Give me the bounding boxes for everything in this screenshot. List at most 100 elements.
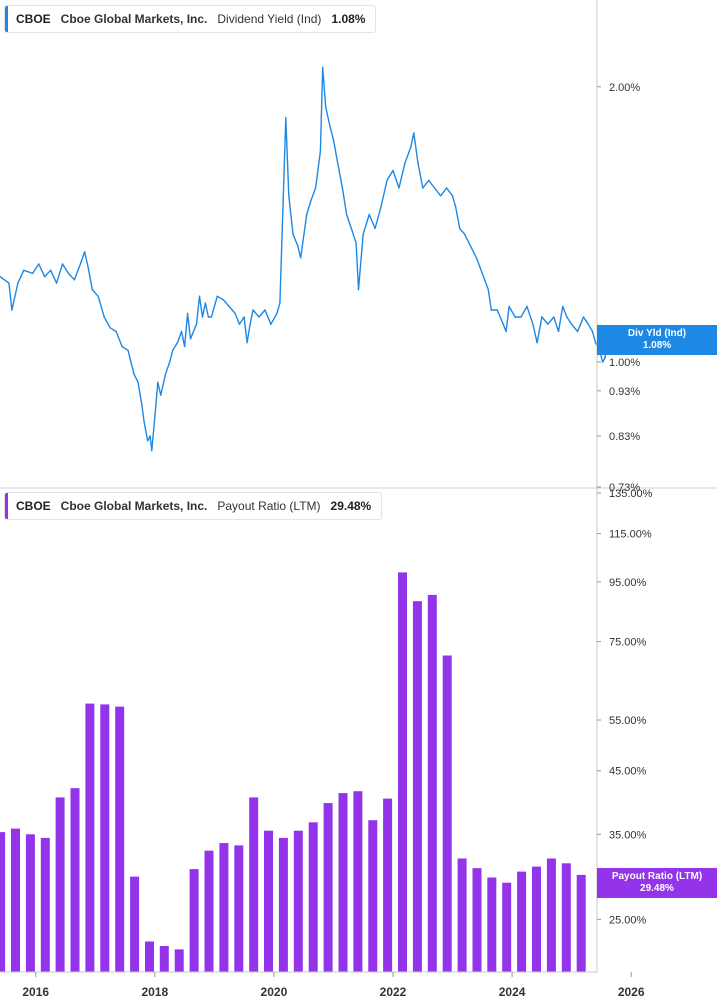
- dividend-yield-point: [404, 162, 406, 164]
- dividend-yield-point: [553, 316, 555, 318]
- dividend-yield-point: [87, 266, 89, 268]
- dividend-yield-point: [604, 357, 606, 359]
- dividend-yield-point: [83, 251, 86, 253]
- payout-value-tag: Payout Ratio (LTM) 29.48%: [597, 868, 717, 898]
- dividend-yield-point: [154, 416, 156, 419]
- payout-y-tick-label: 35.00%: [609, 829, 647, 841]
- x-tick-label: 2026: [618, 985, 645, 999]
- payout-y-tick-label: 95.00%: [609, 577, 647, 589]
- payout-ratio-bar: [517, 871, 527, 972]
- payout-ratio-bar: [561, 863, 571, 972]
- payout-legend[interactable]: CBOE Cboe Global Markets, Inc. Payout Ra…: [4, 492, 383, 520]
- dividend-yield-point: [557, 330, 560, 333]
- payout-ratio-bar: [398, 572, 407, 972]
- dividend-yield-point: [413, 132, 415, 134]
- dividend-yield-point: [570, 323, 573, 325]
- dividend-yield-point: [249, 323, 251, 325]
- payout-ratio-bar: [159, 946, 169, 972]
- payout-ratio-bar: [323, 803, 333, 972]
- dividend-yield-point: [541, 316, 543, 318]
- dividend-yield-point: [0, 275, 1, 278]
- dividend-yield-point: [198, 295, 201, 297]
- payout-ratio-bar: [427, 594, 437, 972]
- dividend-yield-point: [127, 349, 129, 351]
- dividend-yield-point: [458, 227, 461, 230]
- dividend-yield-point: [169, 361, 171, 363]
- dividend-yield-point: [417, 162, 419, 164]
- dividend-yield-point: [137, 381, 139, 384]
- dividend-yield-point: [32, 272, 34, 275]
- dividend-yield-point: [305, 213, 308, 216]
- payout-ratio-bar: [85, 703, 95, 972]
- yield-legend[interactable]: CBOE Cboe Global Markets, Inc. Dividend …: [4, 5, 377, 33]
- dividend-yield-point: [508, 305, 510, 308]
- dividend-yield-point: [310, 200, 312, 202]
- payout-ratio-bar: [457, 858, 467, 972]
- dividend-yield-point: [341, 187, 344, 189]
- payout-y-tick-label: 45.00%: [609, 766, 647, 778]
- payout-legend-company: Cboe Global Markets, Inc.: [60, 499, 208, 513]
- dividend-yield-point: [61, 263, 64, 265]
- payout-ratio-bar: [383, 798, 393, 972]
- dividend-yield-point: [562, 305, 564, 308]
- payout-ratio-bar: [576, 874, 586, 972]
- x-tick-label: 2018: [141, 985, 168, 999]
- dividend-yield-point: [300, 257, 302, 259]
- dividend-yield-point: [141, 403, 143, 405]
- dividend-yield-point: [319, 150, 322, 153]
- dividend-yield-point: [392, 169, 394, 172]
- payout-y-tick-label: 135.00%: [609, 488, 653, 500]
- yield-y-tick-label: 0.73%: [609, 482, 640, 494]
- dividend-yield-point: [591, 330, 594, 333]
- dividend-yield-point: [297, 245, 299, 247]
- dividend-yield-point: [601, 361, 604, 363]
- dividend-yield-point: [288, 195, 290, 197]
- dividend-yield-point: [380, 205, 382, 208]
- payout-y-tick-label: 75.00%: [609, 637, 647, 649]
- payout-ratio-bar: [412, 601, 422, 972]
- dividend-yield-point: [329, 127, 332, 130]
- dividend-yield-point: [454, 205, 457, 208]
- dividend-yield-point: [171, 349, 174, 351]
- dividend-yield-point: [133, 373, 135, 375]
- dividend-yield-point: [475, 257, 478, 259]
- dividend-yield-point: [386, 179, 388, 182]
- dividend-yield-line: [0, 66, 610, 452]
- dividend-yield-point: [238, 323, 241, 325]
- dividend-yield-point: [186, 312, 189, 315]
- dividend-yield-point: [258, 316, 260, 318]
- dividend-yield-point: [201, 316, 204, 318]
- payout-ratio-bar: [174, 949, 184, 972]
- dividend-yield-point: [332, 139, 335, 141]
- yield-y-tick-label: 0.93%: [609, 386, 640, 398]
- x-tick-label: 2022: [380, 985, 407, 999]
- dividend-yield-point: [325, 106, 327, 108]
- yield-legend-metric: Dividend Yield (Ind): [217, 12, 322, 26]
- payout-ratio-bar: [234, 845, 244, 972]
- dividend-yield-point: [547, 323, 549, 325]
- dividend-yield-point: [207, 316, 210, 318]
- dividend-yield-point: [151, 449, 153, 452]
- dividend-yield-point: [514, 316, 516, 318]
- dividend-yield-point: [322, 66, 324, 69]
- dividend-yield-point: [398, 187, 400, 189]
- dividend-yield-point: [164, 373, 167, 375]
- dividend-yield-point: [17, 282, 19, 284]
- payout-ratio-bar: [40, 837, 50, 972]
- payout-ratio-bar: [487, 877, 497, 972]
- dividend-yield-point: [121, 345, 123, 348]
- dividend-yield-point: [204, 302, 207, 304]
- payout-ratio-bar: [368, 820, 378, 972]
- payout-ratio-bar: [70, 788, 80, 972]
- payout-ratio-bar: [145, 941, 154, 972]
- dividend-yield-point: [292, 233, 294, 235]
- payout-ratio-bar: [100, 704, 110, 972]
- dividend-yield-point: [368, 213, 370, 216]
- dividend-yield-point: [115, 330, 117, 333]
- dividend-yield-point: [276, 312, 278, 315]
- payout-ratio-bar: [204, 850, 214, 972]
- payout-ratio-bar: [308, 822, 318, 972]
- dividend-yield-point: [23, 269, 25, 271]
- dividend-yield-point: [410, 145, 412, 148]
